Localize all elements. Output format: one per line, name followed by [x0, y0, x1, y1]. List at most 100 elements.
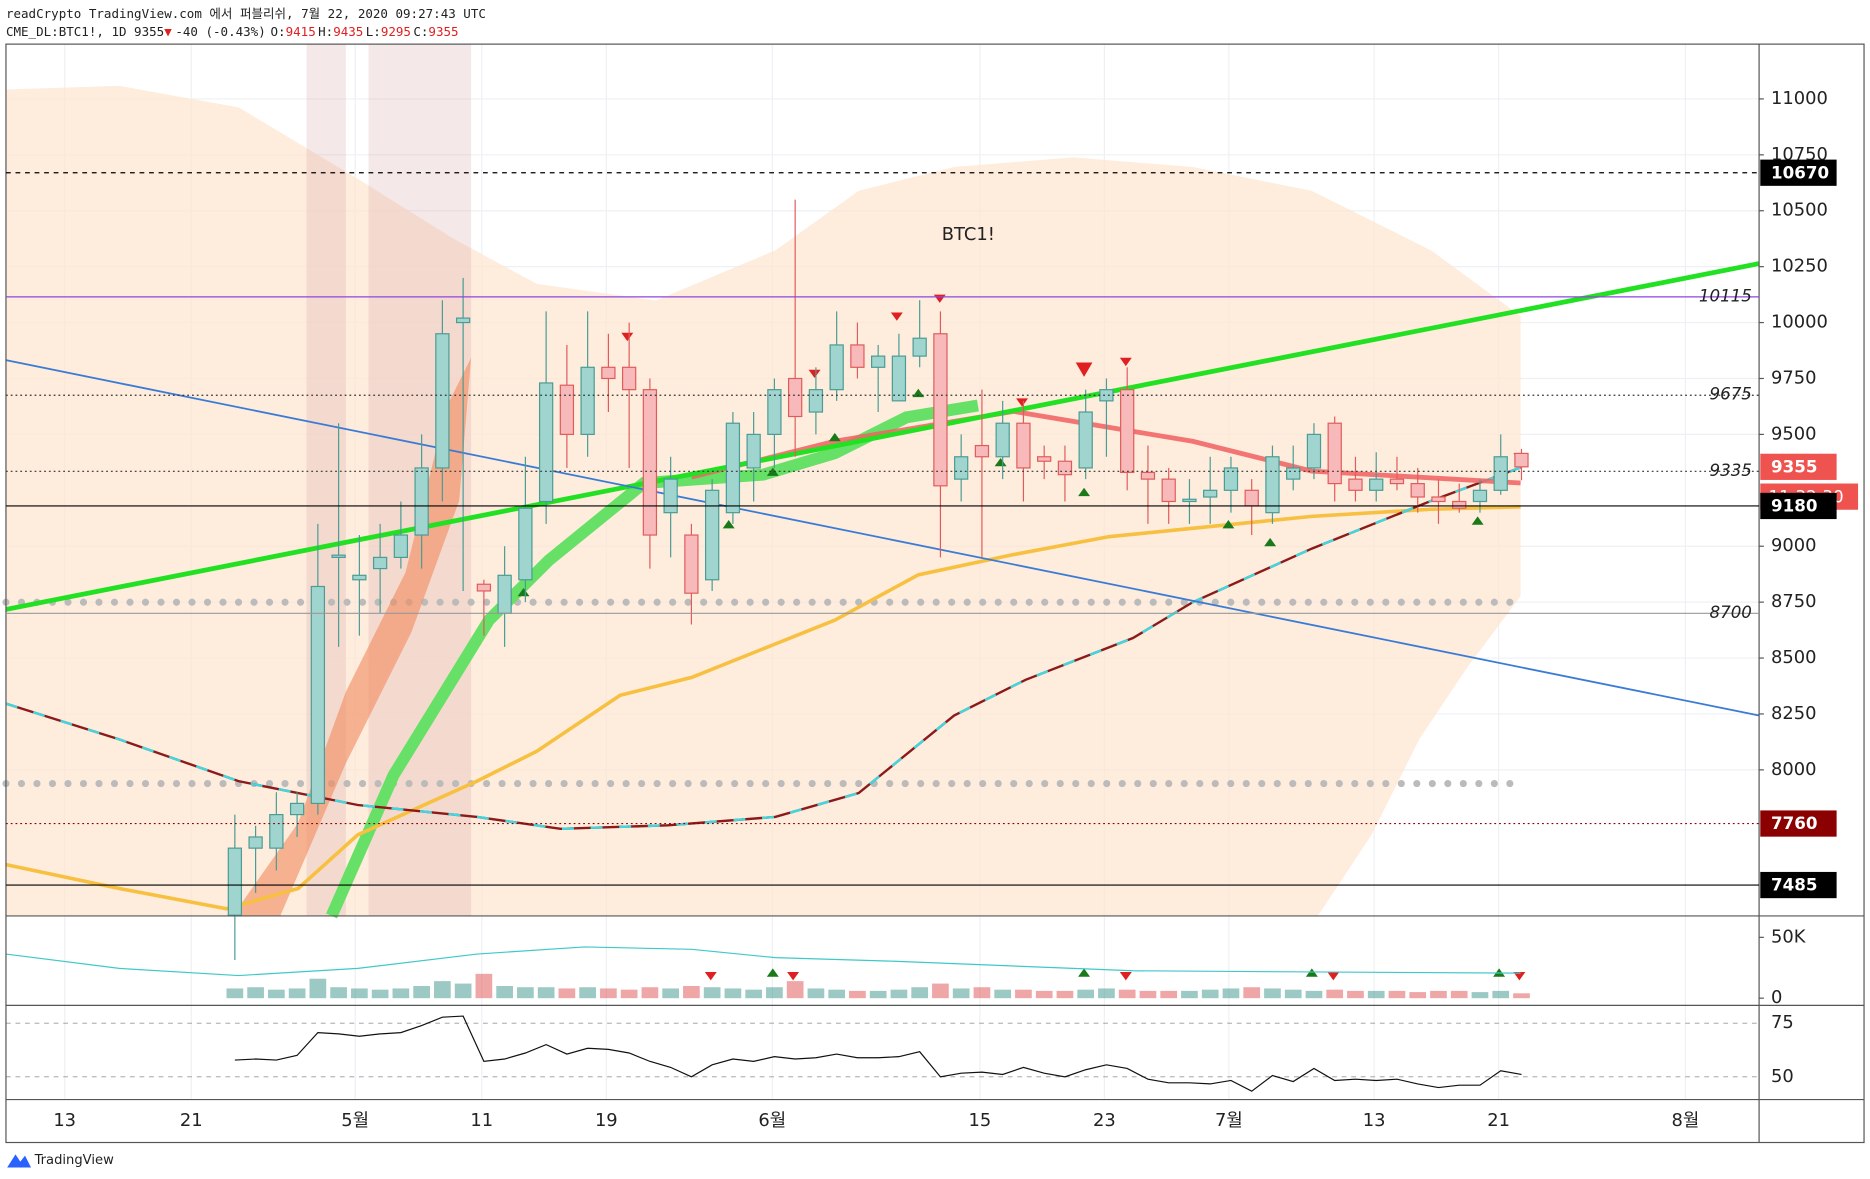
candle-body	[476, 583, 492, 592]
level-box	[1760, 810, 1837, 837]
volume-bar	[1222, 988, 1240, 999]
y-tick-label: 10500	[1771, 200, 1828, 221]
volume-bar	[1409, 992, 1427, 999]
volume-bar	[973, 987, 991, 999]
volume-bar	[1077, 989, 1095, 999]
level-box	[1760, 453, 1837, 480]
y-tick-label: 10000	[1771, 312, 1828, 333]
volume-bar	[662, 988, 679, 999]
candle-body	[995, 422, 1010, 458]
value: 9415	[286, 24, 316, 39]
trendline	[5, 359, 1760, 717]
candle-body	[1493, 456, 1508, 491]
candle-body	[518, 507, 533, 581]
candle-body	[891, 355, 907, 402]
moving-average	[5, 466, 1521, 831]
volume-bar	[1284, 989, 1302, 999]
candle-body	[414, 467, 429, 536]
volume-bar	[620, 989, 638, 999]
candle-body	[289, 802, 305, 816]
candle-body	[580, 366, 595, 435]
volume-bar	[952, 988, 970, 999]
volume-bar	[226, 988, 244, 999]
volume-bar	[932, 983, 949, 999]
candle-body	[850, 344, 865, 368]
moving-average	[691, 409, 1521, 486]
volume-bar	[807, 988, 825, 999]
volume-bar	[703, 987, 721, 999]
volume-bar	[330, 987, 347, 999]
indicators	[2, 44, 1760, 981]
candle-body	[455, 317, 471, 324]
candle-body	[601, 366, 616, 380]
y-tick-label: 9750	[1771, 367, 1817, 388]
volume-bar	[1367, 990, 1385, 999]
volume-bar	[1139, 990, 1157, 999]
candle-body	[1016, 422, 1031, 469]
volume-bar	[745, 989, 763, 999]
candle-body	[829, 344, 844, 391]
candle-body	[1037, 456, 1052, 462]
candle-body	[372, 556, 388, 570]
candle-body	[1099, 389, 1114, 402]
candle-body	[1140, 471, 1156, 480]
candle-body	[1306, 433, 1322, 469]
volume-bar	[1347, 990, 1364, 999]
volume-bar	[600, 988, 617, 999]
candle-body	[746, 433, 761, 469]
logo-text: TradingView	[34, 1153, 114, 1168]
y-tick-label: 8750	[1771, 591, 1817, 612]
level-box	[1760, 159, 1837, 186]
volume-bar	[766, 987, 783, 999]
volume-bar	[890, 989, 908, 999]
watermark: BTC1!	[942, 224, 995, 245]
volume-bar	[371, 989, 389, 999]
candle-body	[788, 377, 803, 418]
band	[5, 85, 1521, 916]
level-label: 9675	[1709, 385, 1751, 404]
candle-body	[1348, 478, 1363, 491]
level-label: 9355	[1771, 458, 1817, 477]
oscillator-line	[234, 1015, 1522, 1092]
volume-bar	[1243, 987, 1261, 999]
level-label: 9180	[1771, 497, 1817, 516]
candle-body	[725, 422, 741, 514]
candle-body	[1514, 452, 1529, 468]
candle-body	[352, 574, 367, 581]
y-tick-label: 8250	[1771, 703, 1817, 724]
candle-body	[1327, 422, 1342, 485]
candle-body	[331, 554, 346, 558]
volume-bar	[413, 986, 430, 999]
candle-body	[435, 333, 450, 469]
volume-bar	[1160, 990, 1178, 999]
volume-bar	[724, 988, 742, 999]
volume-bar	[1056, 990, 1074, 999]
volume-bar	[579, 987, 596, 999]
volume-bar	[558, 988, 576, 999]
volume-bar	[1326, 989, 1344, 999]
level-label: 8700	[1709, 603, 1751, 622]
volume-bar	[683, 986, 700, 999]
volume-bar	[1035, 990, 1053, 999]
candle-body	[1431, 496, 1446, 503]
candle-body	[1057, 460, 1073, 476]
level-label: 7760	[1771, 814, 1817, 833]
volume-bar	[1201, 989, 1219, 999]
candle-body	[1244, 489, 1259, 507]
volume-bar	[1450, 990, 1468, 999]
volume-bar	[1513, 993, 1530, 999]
level-box	[1760, 871, 1837, 899]
candle-body	[684, 534, 699, 594]
x-tick-label: 7월	[1215, 1110, 1243, 1131]
moving-average	[5, 505, 1521, 911]
volume-bar	[1305, 990, 1323, 999]
candle-body	[808, 389, 824, 413]
volume-average	[5, 946, 1521, 977]
candle-body	[1452, 500, 1467, 509]
candle-body	[912, 337, 927, 357]
volume-bar	[434, 981, 451, 999]
candle-body	[1078, 411, 1093, 469]
volume-bar	[1264, 988, 1281, 999]
oscillator-tick-label: 75	[1771, 1012, 1794, 1033]
